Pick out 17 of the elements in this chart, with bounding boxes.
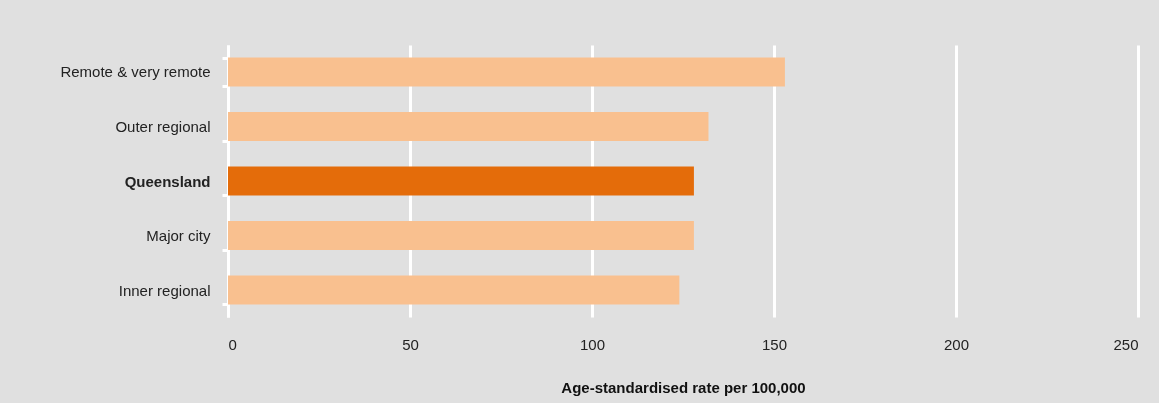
y-tick-label: Inner regional: [118, 281, 211, 299]
x-tick-label: 50: [402, 335, 419, 353]
y-tick-label: Queensland: [124, 172, 211, 190]
x-tick-label: 200: [943, 335, 970, 353]
x-tick-label: 100: [579, 335, 606, 353]
x-tick-label: 250: [1113, 335, 1139, 353]
y-tick-label: Remote & very remote: [60, 63, 211, 81]
bar: [228, 221, 694, 250]
bar: [228, 275, 680, 305]
bar: [228, 57, 785, 87]
bar: [228, 166, 694, 196]
x-axis-title: Age-standardised rate per 100,000: [561, 378, 806, 396]
x-tick-label: 150: [761, 335, 788, 353]
y-tick-label: Major city: [146, 227, 211, 245]
x-tick-label: 0: [228, 335, 237, 353]
y-tick-label: Outer regional: [115, 117, 211, 135]
bar: [228, 112, 709, 141]
